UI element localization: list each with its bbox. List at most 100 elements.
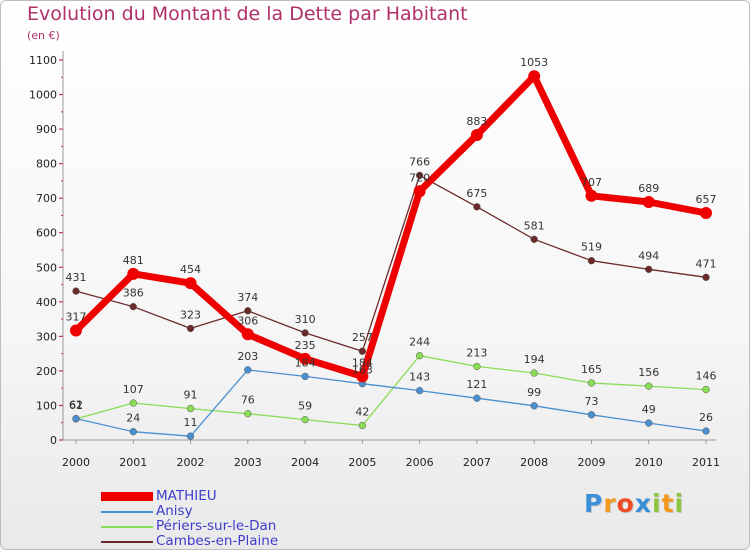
legend-swatch [101,492,153,501]
series-line-p-riers-sur-le-dan [75,355,707,427]
data-label: 883 [466,115,487,128]
data-label: 163 [352,364,373,377]
data-label: 323 [180,308,201,321]
data-label: 61 [69,399,83,412]
data-point [585,189,598,202]
data-label: 374 [237,291,258,304]
x-tick-label: 2000 [62,456,90,469]
data-point [356,370,369,383]
data-point [186,432,195,440]
data-label: 689 [638,182,659,195]
data-point [587,379,596,387]
series-line-mathieu [73,72,707,380]
data-label: 76 [241,394,255,407]
x-tick-label: 2003 [234,456,262,469]
data-point [700,207,712,220]
legend-label: Cambes-en-Plaine [156,533,279,549]
data-label: 73 [584,395,598,408]
data-label: 156 [638,366,659,379]
y-tick-label: 600 [36,227,57,240]
y-tick-label: 1000 [29,89,57,102]
data-label: 203 [237,350,258,363]
data-point [645,265,653,273]
data-point [702,273,710,281]
data-point [473,203,481,211]
y-tick-label: 200 [36,365,57,378]
y-tick-label: 800 [36,158,57,171]
data-point [645,382,653,390]
data-label: 519 [581,241,602,254]
series-line-anisy [75,369,707,437]
data-point [129,303,137,311]
data-label: 42 [355,405,369,418]
y-tick-label: 900 [36,123,57,136]
data-label: 471 [696,257,717,270]
data-point [642,195,655,208]
x-tick-label: 2008 [520,456,548,469]
chart-title: Evolution du Montant de la Dette par Hab… [27,3,468,25]
data-point [186,324,195,333]
data-point [702,385,710,394]
data-point [528,70,541,83]
legend-label: Périers-sur-le-Dan [156,518,277,534]
y-tick-label: 500 [36,261,57,274]
data-point [129,399,137,407]
data-label: 194 [524,353,545,366]
data-point [301,372,309,381]
legend-swatch [101,510,153,513]
data-label: 121 [466,378,487,391]
data-label: 494 [638,249,659,262]
y-tick-label: 1100 [29,54,57,67]
data-label: 213 [466,346,487,359]
proxiti-logo: Proxiti [584,489,685,518]
x-tick-label: 2011 [692,456,720,469]
y-tick-label: 700 [36,192,57,205]
legend-item: Périers-sur-le-Dan [101,519,276,534]
x-tick-label: 2006 [406,456,434,469]
data-point [244,410,252,418]
data-point [530,369,538,377]
data-label: 657 [696,193,717,206]
x-tick-label: 2002 [177,456,205,469]
data-point [127,267,140,280]
data-point [358,347,367,355]
data-point [301,329,309,337]
data-label: 1053 [520,56,548,69]
legend-item: Cambes-en-Plaine [101,534,278,549]
chart-subtitle: (en €) [27,29,60,42]
data-point [184,277,197,290]
data-point [129,428,137,436]
data-point [473,394,481,402]
legend-item: Anisy [101,504,193,519]
legend-swatch [101,525,153,528]
data-label: 317 [66,310,87,323]
data-point [473,362,481,371]
data-point [244,366,252,374]
x-tick-label: 2009 [577,456,605,469]
data-label: 310 [295,313,316,326]
data-point [241,328,254,341]
x-tick-label: 2010 [635,456,663,469]
data-point [530,402,538,410]
data-point [244,307,252,315]
data-label: 49 [642,403,656,416]
data-label: 481 [123,254,144,267]
data-label: 146 [696,370,717,383]
data-point [470,128,483,141]
y-tick-label: 100 [36,399,57,412]
data-point [301,415,309,424]
data-label: 581 [524,219,545,232]
data-point [702,427,710,435]
data-label: 107 [123,383,144,396]
data-label: 59 [298,400,312,413]
legend-label: Anisy [156,503,193,519]
data-label: 165 [581,363,602,376]
data-point [587,257,596,265]
data-label: 257 [352,331,373,344]
data-label: 766 [409,155,430,168]
data-label: 62 [69,399,83,412]
data-label: 24 [126,412,140,425]
data-point [72,287,80,295]
x-tick-label: 2007 [463,456,491,469]
data-label: 386 [123,287,144,300]
